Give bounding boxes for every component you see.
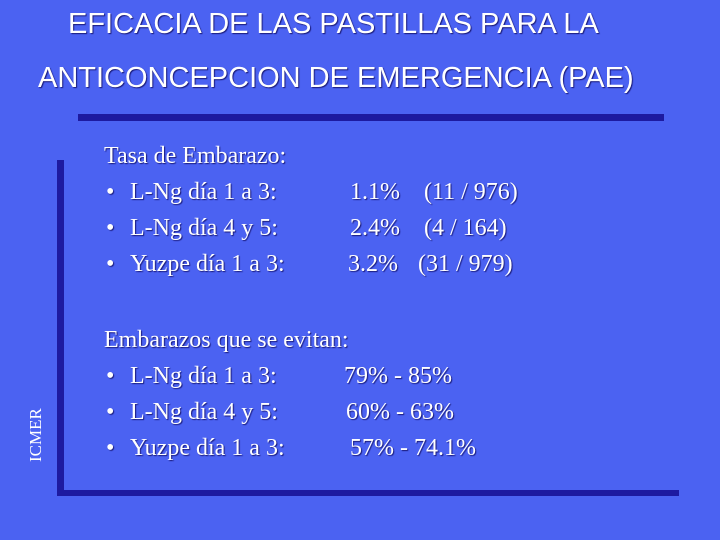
- regimen-label: Yuzpe día 1 a 3:: [130, 251, 285, 277]
- list-item: • L-Ng día 4 y 5: 60% - 63%: [104, 394, 454, 430]
- regimen-label: L-Ng día 1 a 3:: [130, 363, 277, 389]
- left-frame-rule: [57, 160, 64, 494]
- pregnancy-rate-section: Tasa de Embarazo: • L-Ng día 1 a 3: 1.1%…: [104, 138, 518, 282]
- icmer-side-label: ICMER: [26, 408, 45, 462]
- list-item: • Yuzpe día 1 a 3: 57% - 74.1%: [104, 430, 476, 466]
- regimen-label: L-Ng día 4 y 5:: [130, 215, 278, 241]
- regimen-label: L-Ng día 4 y 5:: [130, 399, 278, 425]
- bottom-frame-rule: [57, 490, 679, 496]
- prevented-pregnancies-heading: Embarazos que se evitan:: [104, 327, 349, 353]
- list-item: • Yuzpe día 1 a 3: 3.2% (31 / 979): [104, 246, 513, 282]
- list-item: • L-Ng día 1 a 3: 1.1% (11 / 976): [104, 174, 518, 210]
- pregnancy-rate-heading: Tasa de Embarazo:: [104, 143, 287, 169]
- rate-value: 2.4%: [350, 215, 400, 241]
- regimen-label: Yuzpe día 1 a 3:: [130, 435, 285, 461]
- bullet-icon: •: [106, 215, 115, 241]
- range-value: 60% - 63%: [346, 399, 454, 425]
- bullet-icon: •: [106, 363, 115, 389]
- slide-title-line-2: ANTICONCEPCION DE EMERGENCIA (PAE): [38, 62, 634, 94]
- count-value: (31 / 979): [418, 251, 513, 277]
- list-item: • L-Ng día 4 y 5: 2.4% (4 / 164): [104, 210, 507, 246]
- rate-value: 1.1%: [350, 179, 400, 205]
- slide-title-line-1: EFICACIA DE LAS PASTILLAS PARA LA: [68, 8, 599, 40]
- bullet-icon: •: [106, 179, 115, 205]
- list-item: • L-Ng día 1 a 3: 79% - 85%: [104, 358, 452, 394]
- range-value: 79% - 85%: [344, 363, 452, 389]
- bullet-icon: •: [106, 399, 115, 425]
- range-value: 57% - 74.1%: [350, 435, 476, 461]
- count-value: (4 / 164): [424, 215, 507, 241]
- count-value: (11 / 976): [424, 179, 518, 205]
- title-underline-rule: [78, 114, 664, 121]
- prevented-pregnancies-section: Embarazos que se evitan: • L-Ng día 1 a …: [104, 322, 476, 466]
- regimen-label: L-Ng día 1 a 3:: [130, 179, 277, 205]
- bullet-icon: •: [106, 435, 115, 461]
- rate-value: 3.2%: [348, 251, 398, 277]
- bullet-icon: •: [106, 251, 115, 277]
